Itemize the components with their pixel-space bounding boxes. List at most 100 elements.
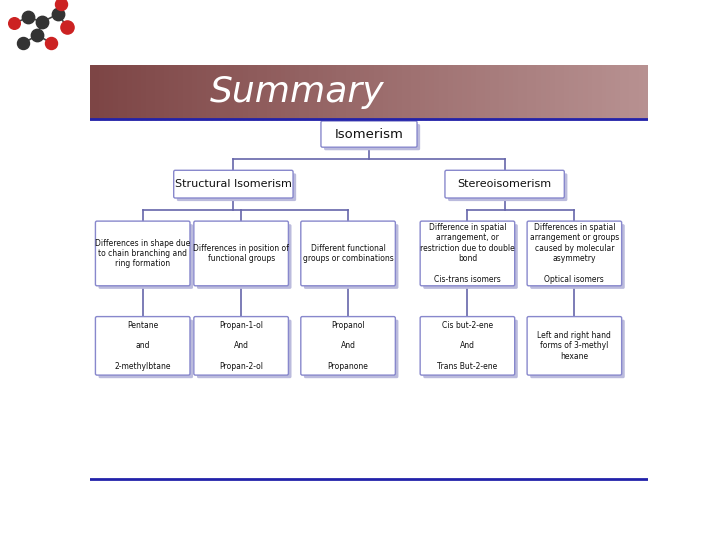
Text: Differences in spatial
arrangement or groups
caused by molecular
asymmetry

Opti: Differences in spatial arrangement or gr… bbox=[530, 223, 619, 284]
FancyBboxPatch shape bbox=[194, 221, 289, 286]
Bar bbox=[360, 65, 365, 119]
Bar bbox=[546, 65, 551, 119]
Bar bbox=[145, 65, 151, 119]
Point bbox=[9, 19, 20, 28]
Bar bbox=[397, 65, 402, 119]
Bar bbox=[122, 65, 128, 119]
Text: Differences in shape due
to chain branching and
ring formation: Differences in shape due to chain branch… bbox=[95, 239, 190, 268]
Bar bbox=[211, 65, 216, 119]
Bar bbox=[215, 65, 221, 119]
Bar bbox=[504, 65, 509, 119]
Bar bbox=[411, 65, 416, 119]
Bar bbox=[300, 65, 305, 119]
Bar bbox=[155, 65, 161, 119]
Text: Propanol

And

Propanone: Propanol And Propanone bbox=[328, 321, 369, 371]
Bar bbox=[294, 65, 300, 119]
Bar bbox=[351, 65, 356, 119]
Bar bbox=[113, 65, 119, 119]
Bar bbox=[179, 65, 184, 119]
FancyBboxPatch shape bbox=[304, 224, 398, 289]
Bar bbox=[262, 65, 267, 119]
Bar bbox=[490, 65, 495, 119]
Bar bbox=[137, 65, 142, 119]
FancyBboxPatch shape bbox=[423, 320, 518, 378]
Bar bbox=[402, 65, 407, 119]
Text: Propan-1-ol

And

Propan-2-ol: Propan-1-ol And Propan-2-ol bbox=[219, 321, 263, 371]
Text: Cis but-2-ene

And

Trans But-2-ene: Cis but-2-ene And Trans But-2-ene bbox=[437, 321, 498, 371]
Point bbox=[32, 31, 43, 39]
Bar bbox=[481, 65, 486, 119]
FancyBboxPatch shape bbox=[99, 224, 193, 289]
Point bbox=[22, 13, 34, 22]
Bar bbox=[150, 65, 156, 119]
Text: Pentane

and

2-methylbtane: Pentane and 2-methylbtane bbox=[114, 321, 171, 371]
Bar bbox=[499, 65, 505, 119]
Point bbox=[46, 39, 58, 48]
Text: Different functional
groups or combinations: Different functional groups or combinati… bbox=[302, 244, 393, 263]
FancyBboxPatch shape bbox=[304, 320, 398, 378]
Bar bbox=[378, 65, 384, 119]
Bar bbox=[332, 65, 337, 119]
Bar bbox=[225, 65, 230, 119]
Bar bbox=[220, 65, 225, 119]
Bar bbox=[513, 65, 518, 119]
Bar bbox=[169, 65, 174, 119]
Bar bbox=[559, 65, 565, 119]
FancyBboxPatch shape bbox=[301, 316, 395, 375]
Bar bbox=[258, 65, 263, 119]
FancyBboxPatch shape bbox=[448, 173, 567, 201]
Point bbox=[17, 39, 29, 48]
Bar bbox=[472, 65, 477, 119]
Bar bbox=[583, 65, 588, 119]
Bar bbox=[550, 65, 556, 119]
Bar bbox=[438, 65, 444, 119]
Text: Structural Isomerism: Structural Isomerism bbox=[175, 179, 292, 189]
Bar bbox=[523, 65, 528, 119]
Bar bbox=[318, 65, 323, 119]
Bar bbox=[160, 65, 165, 119]
Bar bbox=[346, 65, 351, 119]
Bar bbox=[90, 65, 96, 119]
Bar bbox=[383, 65, 388, 119]
Bar bbox=[355, 65, 361, 119]
Bar bbox=[285, 65, 291, 119]
Bar bbox=[639, 65, 644, 119]
Bar bbox=[536, 65, 542, 119]
Bar bbox=[248, 65, 253, 119]
Bar bbox=[327, 65, 333, 119]
Bar bbox=[448, 65, 454, 119]
Bar bbox=[434, 65, 439, 119]
Bar bbox=[634, 65, 639, 119]
Bar bbox=[467, 65, 472, 119]
Bar bbox=[485, 65, 490, 119]
Bar bbox=[495, 65, 500, 119]
Bar bbox=[271, 65, 276, 119]
Bar bbox=[341, 65, 346, 119]
Bar bbox=[281, 65, 286, 119]
Bar bbox=[109, 65, 114, 119]
Bar bbox=[429, 65, 435, 119]
FancyBboxPatch shape bbox=[527, 316, 621, 375]
Bar bbox=[620, 65, 626, 119]
Bar bbox=[508, 65, 514, 119]
Bar bbox=[192, 65, 198, 119]
Text: Summary: Summary bbox=[210, 75, 384, 109]
Bar bbox=[197, 65, 202, 119]
Text: Difference in spatial
arrangement, or
restriction due to double
bond

Cis-trans : Difference in spatial arrangement, or re… bbox=[420, 223, 515, 284]
Bar bbox=[290, 65, 295, 119]
Point bbox=[62, 23, 73, 32]
Text: Stereoisomerism: Stereoisomerism bbox=[458, 179, 552, 189]
FancyBboxPatch shape bbox=[174, 170, 293, 198]
Bar bbox=[415, 65, 421, 119]
Bar bbox=[99, 65, 104, 119]
Bar bbox=[444, 65, 449, 119]
Bar bbox=[234, 65, 240, 119]
Bar bbox=[243, 65, 249, 119]
Text: Left and right hand
forms of 3-methyl
hexane: Left and right hand forms of 3-methyl he… bbox=[537, 331, 611, 361]
Bar bbox=[188, 65, 193, 119]
Bar bbox=[541, 65, 546, 119]
Bar bbox=[564, 65, 570, 119]
Bar bbox=[569, 65, 575, 119]
Bar bbox=[555, 65, 560, 119]
Bar bbox=[364, 65, 370, 119]
